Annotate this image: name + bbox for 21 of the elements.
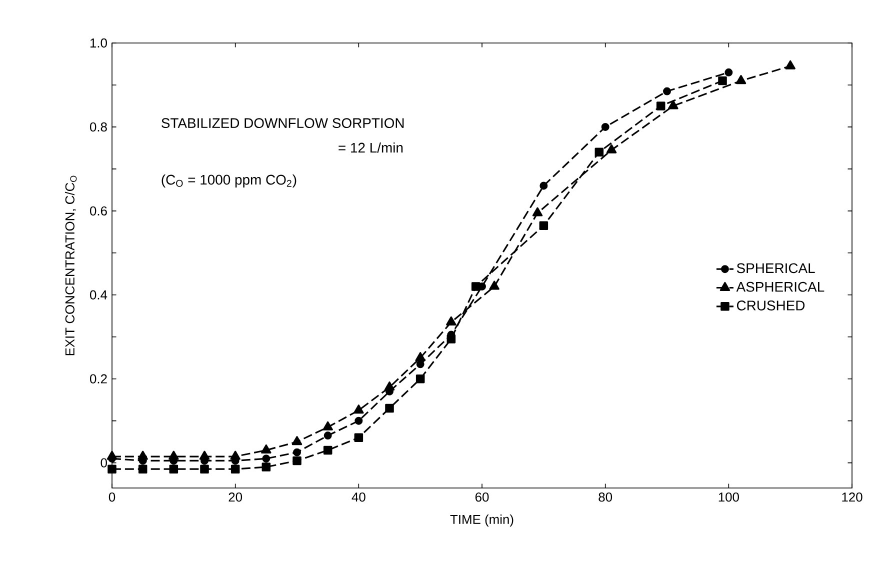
annotation: STABILIZED DOWNFLOW SORPTION [162,118,404,128]
annotation: (C$_{O}$ = 1000 ppm CO$_{2}$) [162,174,296,188]
annotation: = 12 L/min [338,142,403,153]
legend-label: ASPHERICAL [736,282,824,292]
y-tick-label: 1.0 [90,38,107,48]
x-tick-label: 100 [718,492,739,502]
legend-label: SPHERICAL [736,263,815,274]
x-tick-label: 120 [842,492,862,502]
x-tick-label: 0 [108,492,116,502]
y-tick-label: 0.2 [90,374,107,384]
x-tick-label: 60 [475,492,489,502]
x-tick-label: 20 [228,492,242,502]
x-tick-label: 40 [352,492,366,502]
y-tick-label: 0.8 [90,122,107,132]
y-tick-label: 0.4 [90,290,108,300]
y-axis-title: EXIT CONCENTRATION, C/C$_{O}$ [64,176,77,356]
y-tick-label: 0.6 [90,206,107,216]
y-tick-label: 0 [100,458,107,468]
x-axis-title: TIME (min) [450,514,514,527]
legend-label: CRUSHED [736,300,805,310]
x-tick-label: 80 [598,492,612,502]
